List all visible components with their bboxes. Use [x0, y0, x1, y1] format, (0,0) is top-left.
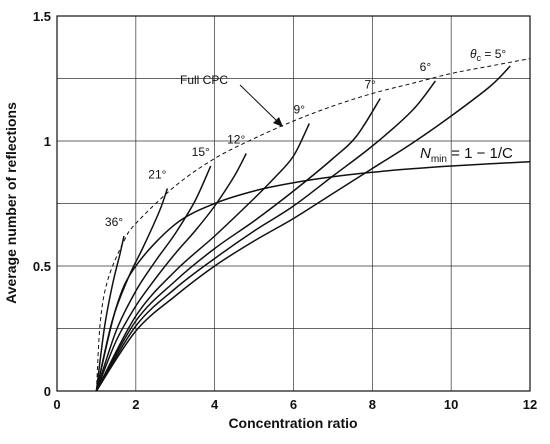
curve-labels: 36° 21° 15° 12° 9° 7° 6° [105, 60, 431, 229]
y-axis-label: Average number of reflections [3, 102, 19, 304]
series-label-12: 12° [227, 133, 245, 147]
x-tick-label: 10 [444, 397, 458, 412]
series-label-15: 15° [192, 145, 210, 159]
series-label-36: 36° [105, 215, 123, 229]
series-line-15 [95, 165, 212, 392]
theta-label: θc = 5° [470, 47, 506, 63]
x-tick-label: 12 [523, 397, 537, 412]
x-tick-label: 4 [211, 397, 219, 412]
curves [95, 58, 531, 392]
plot-frame [56, 15, 531, 392]
x-tick-label: 0 [53, 397, 60, 412]
series-line-n-min-1-1-c [95, 160, 531, 392]
x-tick-label: 6 [290, 397, 297, 412]
x-tick-label: 2 [132, 397, 139, 412]
full-cpc-arrowhead [273, 117, 283, 127]
full-cpc-arrow [239, 84, 279, 123]
full-cpc-label: Full CPC [180, 73, 228, 87]
y-tick-label: 1.5 [33, 9, 51, 24]
grid [57, 16, 530, 391]
tick-labels: 0 2 4 6 8 10 12 0 0.5 1 1.5 [33, 9, 537, 412]
y-tick-label: 0.5 [33, 259, 51, 274]
series-label-6: 6° [420, 60, 432, 74]
series-line-full-cpc [95, 58, 531, 392]
y-tick-label: 1 [44, 134, 51, 149]
y-tick-label: 0 [44, 384, 51, 399]
nmin-label: Nmin = 1 − 1/C [420, 145, 513, 165]
series-line-6 [95, 80, 436, 392]
series-line-5 [95, 65, 511, 392]
series-label-9: 9° [294, 103, 306, 117]
x-axis-label: Concentration ratio [228, 415, 357, 431]
x-tick-label: 8 [369, 397, 376, 412]
series-label-7: 7° [364, 78, 376, 92]
series-line-7 [95, 98, 381, 392]
series-line-9 [95, 123, 310, 392]
series-line-12 [95, 153, 247, 392]
series-label-21: 21° [148, 168, 166, 182]
